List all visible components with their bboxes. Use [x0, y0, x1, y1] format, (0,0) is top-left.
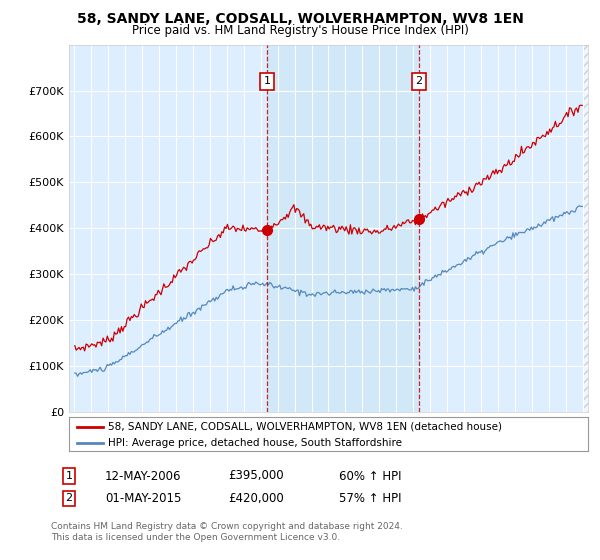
Text: 58, SANDY LANE, CODSALL, WOLVERHAMPTON, WV8 1EN: 58, SANDY LANE, CODSALL, WOLVERHAMPTON, … [77, 12, 523, 26]
Text: This data is licensed under the Open Government Licence v3.0.: This data is licensed under the Open Gov… [51, 533, 340, 542]
Text: £420,000: £420,000 [228, 492, 284, 505]
Text: 57% ↑ HPI: 57% ↑ HPI [339, 492, 401, 505]
Text: 2: 2 [65, 493, 73, 503]
Text: Price paid vs. HM Land Registry's House Price Index (HPI): Price paid vs. HM Land Registry's House … [131, 24, 469, 37]
Text: 60% ↑ HPI: 60% ↑ HPI [339, 469, 401, 483]
Text: 58, SANDY LANE, CODSALL, WOLVERHAMPTON, WV8 1EN (detached house): 58, SANDY LANE, CODSALL, WOLVERHAMPTON, … [108, 422, 502, 432]
Bar [267, 45, 419, 412]
Text: 1: 1 [65, 471, 73, 481]
Text: £395,000: £395,000 [228, 469, 284, 483]
Text: 01-MAY-2015: 01-MAY-2015 [105, 492, 181, 505]
Text: 12-MAY-2006: 12-MAY-2006 [105, 469, 182, 483]
Text: Contains HM Land Registry data © Crown copyright and database right 2024.: Contains HM Land Registry data © Crown c… [51, 522, 403, 531]
Text: 2: 2 [415, 77, 422, 86]
Text: HPI: Average price, detached house, South Staffordshire: HPI: Average price, detached house, Sout… [108, 438, 402, 449]
Bar [583, 45, 588, 412]
Text: 1: 1 [263, 77, 271, 86]
